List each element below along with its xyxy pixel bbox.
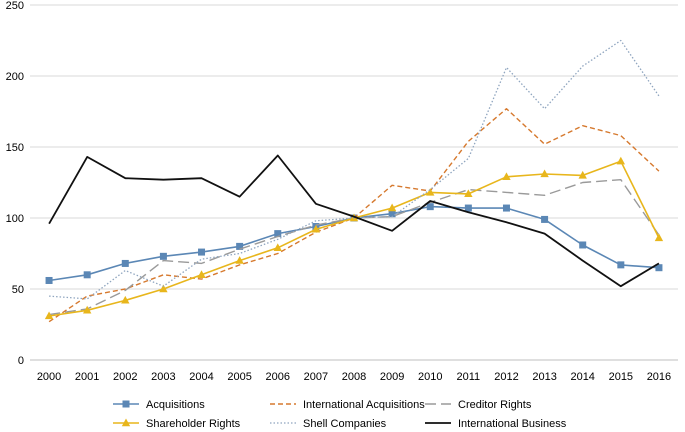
- y-tick-label: 250: [6, 0, 24, 12]
- x-tick-label: 2007: [304, 371, 328, 383]
- legend-item: Shareholder Rights: [113, 418, 241, 430]
- data-point-square-0: [122, 400, 130, 408]
- legend-label: International Acquisitions: [303, 399, 425, 411]
- data-point-triangle-3: [159, 284, 168, 293]
- legend-item: International Business: [425, 418, 567, 430]
- x-tick-label: 2012: [494, 371, 518, 383]
- data-point-triangle-3: [654, 233, 664, 242]
- legend: Acquisitions International Acquisitions Cr…: [113, 399, 567, 430]
- data-point-triangle-3: [616, 156, 626, 165]
- x-tick-label: 2000: [37, 371, 61, 383]
- data-point-triangle-3: [121, 295, 130, 304]
- x-tick-label: 2003: [151, 371, 175, 383]
- series-line: [48, 160, 660, 317]
- data-point-triangle-3: [311, 224, 321, 233]
- x-tick-label: 2015: [609, 371, 633, 383]
- x-tick-label: 2011: [457, 371, 481, 383]
- data-point-square-0: [502, 204, 510, 212]
- x-tick-label: 2014: [570, 371, 594, 383]
- data-point-square-0: [121, 259, 129, 267]
- series-creditor-rights: [48, 178, 660, 316]
- data-point-square-0: [159, 252, 167, 260]
- series-lines: [44, 39, 664, 323]
- x-tick-label: 2010: [418, 371, 442, 383]
- data-point-triangle-3: [387, 203, 397, 212]
- y-tick-label: 100: [6, 213, 24, 225]
- data-point-triangle-3: [82, 305, 92, 314]
- legend-item: Shell Companies: [270, 418, 387, 430]
- x-tick-label: 2001: [75, 371, 99, 383]
- data-point-triangle-3: [426, 187, 435, 196]
- x-tick-label: 2004: [189, 371, 213, 383]
- series-line: [49, 39, 660, 300]
- y-tick-label: 0: [18, 355, 24, 367]
- legend-label: Shareholder Rights: [146, 418, 241, 430]
- series-shell-companies: [49, 39, 660, 300]
- x-tick-label: 2016: [647, 371, 671, 383]
- data-point-triangle-3: [540, 169, 549, 178]
- series-shareholder-rights: [44, 156, 664, 320]
- series-line: [48, 154, 660, 288]
- x-tick-label: 2005: [227, 371, 251, 383]
- data-point-square-0: [236, 242, 244, 250]
- data-point-square-0: [426, 203, 434, 211]
- legend-label: Creditor Rights: [458, 399, 532, 411]
- data-point-square-0: [198, 248, 206, 256]
- data-point-triangle-3: [197, 270, 206, 278]
- data-point-triangle-3: [578, 170, 587, 179]
- data-point-triangle-3: [502, 172, 511, 181]
- data-point-square-0: [388, 210, 396, 218]
- legend-label: International Business: [458, 418, 567, 430]
- data-point-square-0: [655, 264, 663, 272]
- data-point-square-0: [464, 204, 472, 212]
- data-point-square-0: [579, 241, 587, 249]
- data-point-triangle-3: [44, 311, 54, 320]
- data-point-square-0: [274, 230, 282, 238]
- x-tick-label: 2006: [266, 371, 290, 383]
- series-international-business: [48, 154, 660, 288]
- legend-item: International Acquisitions: [270, 399, 425, 411]
- legend-label: Shell Companies: [303, 418, 387, 430]
- data-point-triangle-3: [464, 189, 473, 198]
- legend-label: Acquisitions: [146, 399, 205, 411]
- x-tick-label: 2008: [342, 371, 366, 383]
- series-line: [48, 178, 660, 316]
- data-point-square-0: [45, 276, 53, 284]
- data-point-square-0: [617, 261, 625, 269]
- data-point-triangle-3: [235, 256, 244, 264]
- x-tick-label: 2002: [113, 371, 137, 383]
- data-point-triangle-3: [273, 243, 282, 252]
- x-tick-label: 2009: [380, 371, 404, 383]
- data-point-square-0: [541, 215, 549, 223]
- data-point-triangle-3: [121, 418, 131, 427]
- y-tick-label: 150: [6, 142, 24, 154]
- x-axis: 2000 2001 2002 2003 2004 2005 2006 2007 2008 2009…: [37, 371, 671, 383]
- y-tick-label: 200: [6, 71, 24, 83]
- legend-item: Creditor Rights: [425, 399, 532, 411]
- x-tick-label: 2013: [532, 371, 556, 383]
- data-point-square-0: [83, 271, 91, 279]
- y-tick-label: 50: [12, 284, 24, 296]
- legend-item: Acquisitions: [113, 399, 205, 411]
- y-axis: 0 50 100 150 200 250: [6, 0, 24, 367]
